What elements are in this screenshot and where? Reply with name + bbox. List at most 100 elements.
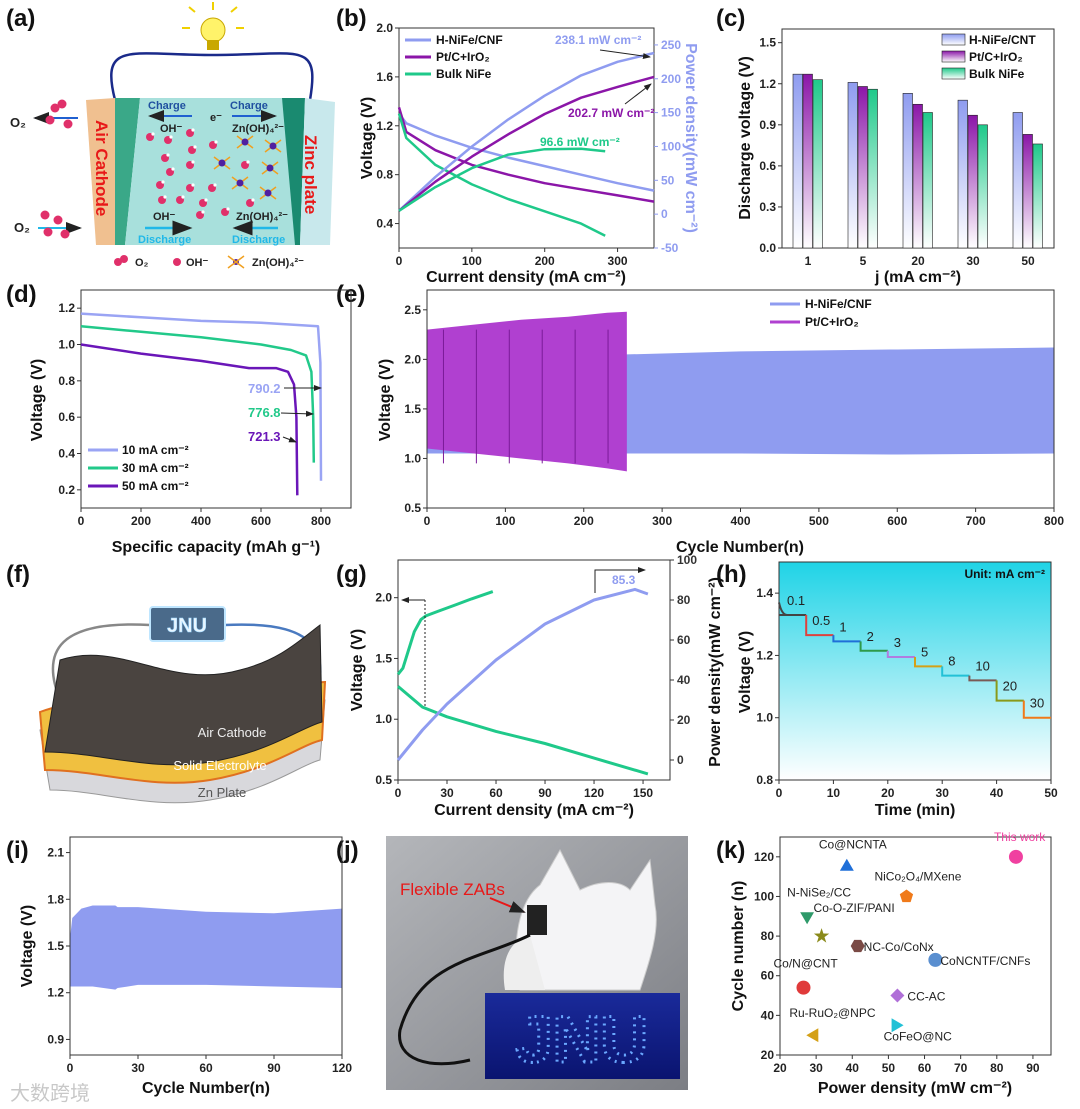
g-xtick-label: 120 bbox=[584, 786, 604, 800]
oh-label-bottom: OH⁻ bbox=[153, 211, 176, 223]
led-board bbox=[485, 993, 680, 1079]
b-series-h-nife-cnf bbox=[398, 51, 655, 212]
k-xtick-label: 20 bbox=[773, 1061, 787, 1075]
h-xtick-label: 30 bbox=[936, 786, 950, 800]
air-cathode-layer bbox=[86, 98, 115, 245]
e-plot-frame-top bbox=[426, 289, 1055, 509]
h-step-label: 30 bbox=[1030, 696, 1044, 711]
o2-molecule-icon bbox=[53, 215, 63, 225]
panel-label-a: (a) bbox=[6, 5, 35, 32]
c-ytick-label: 0.0 bbox=[759, 241, 776, 255]
watermark: 大数跨境 bbox=[10, 1082, 90, 1105]
c-xtick-label: 30 bbox=[966, 254, 980, 268]
c-ytick-label: 0.9 bbox=[759, 118, 776, 132]
g-ylabel: Voltage (V) bbox=[349, 629, 366, 711]
discharge-label-right: Discharge bbox=[232, 234, 285, 246]
d-annotation-arrow bbox=[282, 436, 297, 443]
chart-d-specific-capacity: 0 200 400 600 800 0.2 0.4 0.6 0.8 1.0 1.2 10 mA cm⁻… bbox=[58, 289, 352, 528]
d-annotation: 721.3 bbox=[248, 429, 281, 444]
g-series-discharge bbox=[397, 685, 649, 776]
e-legend-label: Pt/C+IrO₂ bbox=[805, 315, 859, 329]
i-xtick-label: 30 bbox=[131, 1061, 145, 1075]
c-bar bbox=[912, 103, 923, 249]
d-ytick-label: 0.6 bbox=[58, 410, 75, 424]
chart-e-cycling-stability: 0 100 200 300 400 500 600 700 800 0.5 1.0 1.5 2.0 2.5… bbox=[404, 289, 1064, 528]
b-y2tick-label: 100 bbox=[661, 139, 681, 153]
g-xtick-label: 0 bbox=[395, 786, 402, 800]
g-xtick-label: 150 bbox=[633, 786, 653, 800]
h-ytick-label: 0.8 bbox=[756, 773, 773, 787]
g-xtick-label: 60 bbox=[489, 786, 503, 800]
c-bar bbox=[802, 73, 813, 249]
c-bar bbox=[867, 88, 878, 249]
o2-molecule-icon bbox=[40, 210, 50, 220]
flexible-zabs-label: Flexible ZABs bbox=[400, 880, 505, 899]
o2-molecule-icon bbox=[63, 119, 73, 129]
i-cycling-band bbox=[70, 905, 342, 990]
h-step-label: 10 bbox=[975, 658, 989, 673]
d-ytick-label: 1.2 bbox=[58, 301, 75, 315]
b-ytick-label: 2.0 bbox=[376, 21, 393, 35]
c-xtick-label: 5 bbox=[860, 254, 867, 268]
k-marker-circle bbox=[1008, 849, 1023, 864]
g-xlabel: Current density (mA cm⁻²) bbox=[434, 802, 634, 819]
k-point-label: Co@NCNTA bbox=[819, 838, 887, 852]
b-legend-label: Bulk NiFe bbox=[436, 67, 492, 81]
b-xtick-label: 300 bbox=[608, 254, 628, 268]
charge-label-left: Charge bbox=[148, 100, 186, 112]
o2-molecule-icon bbox=[50, 103, 60, 113]
i-xtick-label: 0 bbox=[67, 1061, 74, 1075]
h-ylabel: Voltage (V) bbox=[737, 631, 754, 713]
k-marker-triangle-up bbox=[839, 858, 854, 871]
k-ytick-label: 80 bbox=[761, 929, 775, 943]
c-ytick-label: 1.5 bbox=[759, 36, 776, 50]
legend-oh: OH⁻ bbox=[186, 257, 209, 269]
b-y2tick-label: 150 bbox=[661, 106, 681, 120]
c-ytick-label: 0.3 bbox=[759, 200, 776, 214]
layer-label-zn-plate: Zn Plate bbox=[198, 785, 246, 800]
layer-label-air-cathode: Air Cathode bbox=[198, 725, 267, 740]
k-marker-triangle-right bbox=[891, 1018, 904, 1033]
c-bar bbox=[957, 99, 968, 249]
k-xtick-label: 50 bbox=[882, 1061, 896, 1075]
c-legend-label: Pt/C+IrO₂ bbox=[969, 50, 1023, 64]
b-y2tick-label: 0 bbox=[661, 207, 668, 221]
g-xtick-label: 30 bbox=[440, 786, 454, 800]
h-xtick-label: 40 bbox=[990, 786, 1004, 800]
d-annotation-arrow bbox=[280, 410, 314, 417]
d-legend-label: 30 mA cm⁻² bbox=[122, 461, 189, 475]
h-step-label: 20 bbox=[1003, 679, 1017, 694]
k-point-label: NiCo₂O₄/MXene bbox=[874, 869, 961, 883]
h-step-label: 0.1 bbox=[787, 593, 805, 608]
h-xtick-label: 10 bbox=[827, 786, 841, 800]
d-series-30-ma-cm- bbox=[80, 325, 316, 463]
k-marker-circle bbox=[796, 980, 811, 995]
h-step-segment bbox=[968, 675, 997, 682]
h-step-label: 5 bbox=[921, 644, 928, 659]
chart-k-comparison-scatter: 20 30 40 50 60 70 80 90 20 40 60 80 100 120 Co@NCNTA Ni… bbox=[754, 830, 1052, 1075]
o2-molecule-icon bbox=[60, 229, 70, 239]
b-ytick-label: 1.6 bbox=[376, 70, 393, 84]
e-xtick-label: 200 bbox=[574, 514, 594, 528]
k-marker-hexagon bbox=[850, 939, 865, 953]
b-annotation-arrow bbox=[599, 49, 651, 60]
panel-label-g: (g) bbox=[336, 561, 367, 588]
electrolyte bbox=[125, 98, 300, 245]
k-plot-frame bbox=[779, 836, 1052, 1056]
k-marker-pentagon bbox=[899, 889, 914, 903]
c-bar bbox=[977, 124, 988, 249]
electron-label: e⁻ bbox=[210, 112, 222, 124]
device-photo: JNU Flexible ZABs bbox=[386, 836, 688, 1090]
b-ytick-label: 1.2 bbox=[376, 119, 393, 133]
c-legend-label: H-NiFe/CNT bbox=[969, 33, 1036, 47]
d-ytick-label: 0.8 bbox=[58, 374, 75, 388]
k-marker-star bbox=[813, 928, 830, 943]
e-ytick-label: 2.5 bbox=[404, 303, 421, 317]
h-step-label: 3 bbox=[894, 635, 901, 650]
e-xtick-label: 100 bbox=[495, 514, 515, 528]
h-step-segment bbox=[832, 635, 861, 643]
i-ytick-label: 2.1 bbox=[47, 846, 64, 860]
light-bulb-icon bbox=[182, 2, 244, 50]
k-ytick-label: 100 bbox=[754, 889, 774, 903]
b-y2tick-label: 200 bbox=[661, 72, 681, 86]
